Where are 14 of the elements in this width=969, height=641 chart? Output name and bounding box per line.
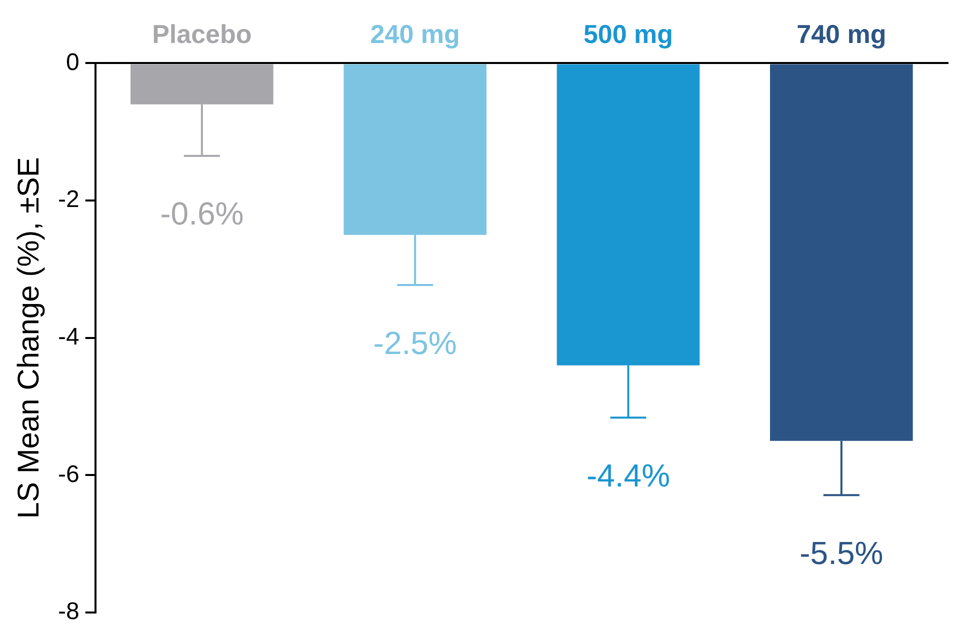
data-label: -2.5% bbox=[373, 324, 457, 361]
x-tick-label: Placebo bbox=[152, 18, 252, 49]
x-tick-label: 240 mg bbox=[370, 18, 460, 49]
data-label: -5.5% bbox=[800, 534, 884, 571]
data-label: -4.4% bbox=[586, 457, 670, 494]
x-tick-label: 740 mg bbox=[796, 18, 886, 49]
y-tick-label: -6 bbox=[58, 460, 80, 488]
y-tick-label: -8 bbox=[58, 598, 80, 626]
y-axis-title: LS Mean Change (%), ±SE bbox=[12, 157, 46, 519]
y-tick-label: -2 bbox=[58, 186, 80, 214]
data-label: -0.6% bbox=[160, 196, 244, 232]
y-tick-label: 0 bbox=[66, 48, 80, 76]
x-tick-label: 500 mg bbox=[583, 18, 674, 49]
y-tick-label: -4 bbox=[58, 324, 80, 351]
